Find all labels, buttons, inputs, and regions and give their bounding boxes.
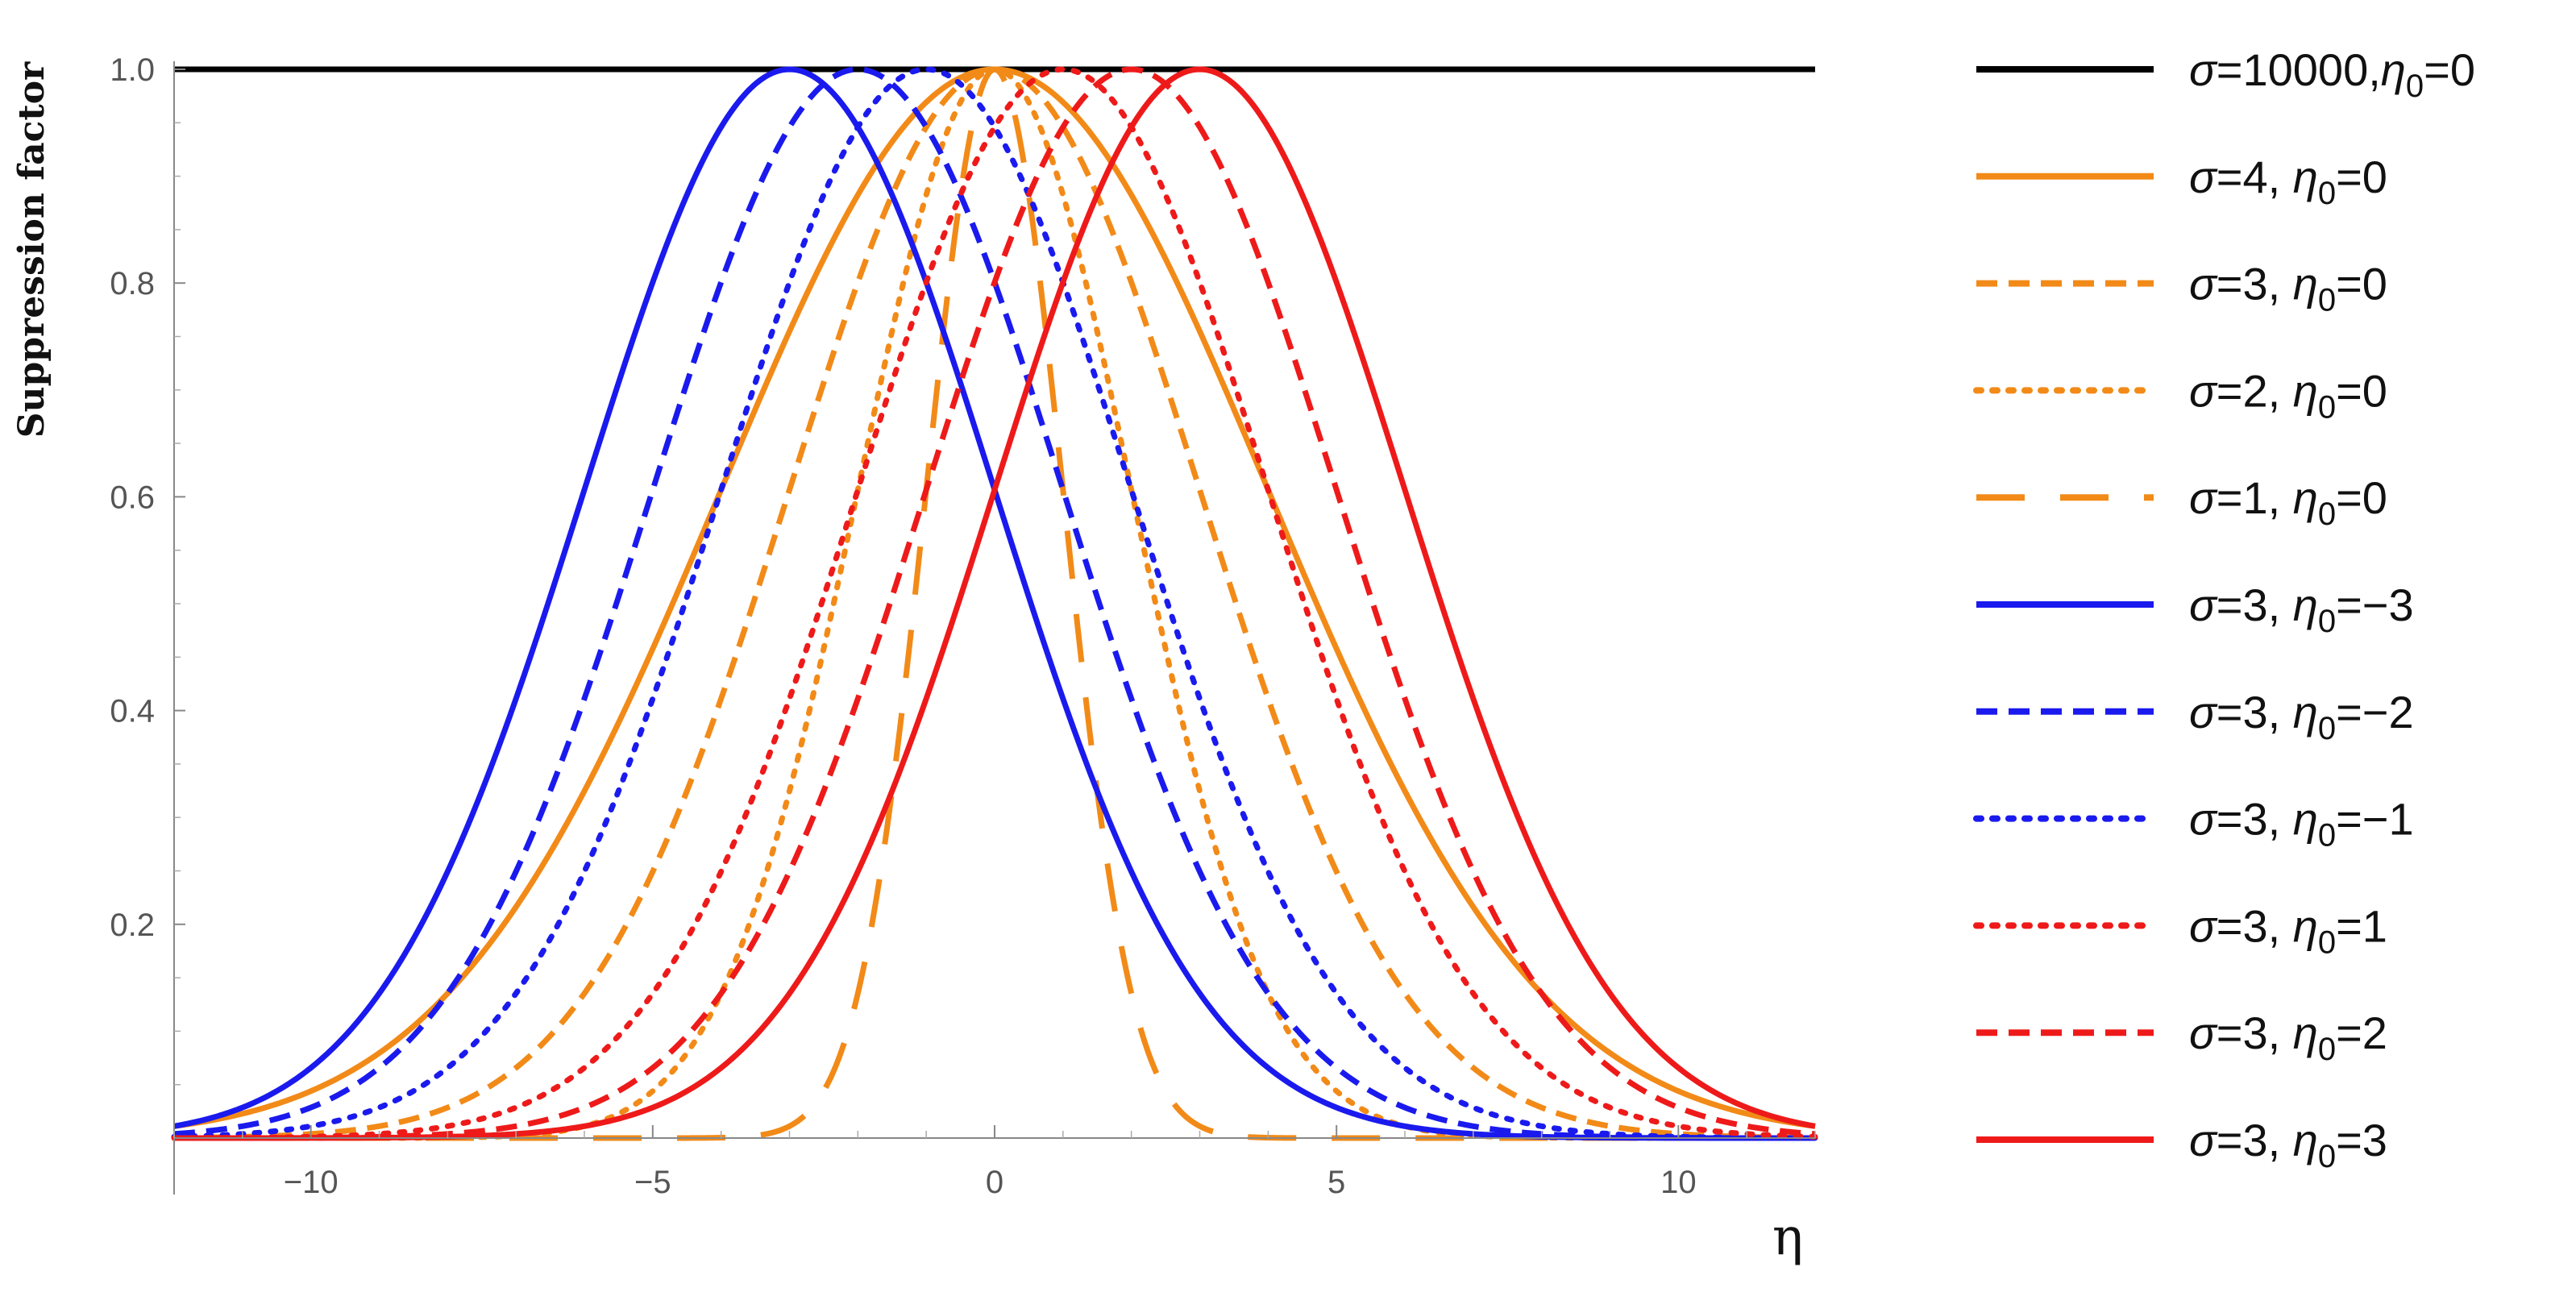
series-line-6 — [173, 66, 1816, 1141]
series-line-8 — [171, 66, 1818, 1141]
legend-label-5: σ=3, η0=−3 — [2189, 580, 2414, 639]
y-tick-label: 1.0 — [110, 52, 155, 88]
curves-layer — [171, 66, 1818, 1141]
series-line-1 — [173, 66, 1816, 1129]
series-line-9 — [173, 66, 1816, 1141]
y-tick-label: 0.2 — [110, 908, 155, 943]
series-line-10 — [173, 66, 1816, 1141]
x-tick-label: 0 — [986, 1165, 1003, 1200]
legend: σ=10000,η0=0 σ=4, η0=0 σ=3, η0=0 σ=2, η0=0 σ… — [1973, 44, 2475, 1174]
legend-label-0: σ=10000,η0=0 — [2189, 44, 2475, 104]
y-tick-label: 0.4 — [110, 694, 155, 729]
y-axis-title: Suppression factor — [11, 61, 52, 438]
legend-label-2: σ=3, η0=0 — [2189, 259, 2387, 318]
series-line-2 — [173, 66, 1816, 1141]
series-line-3 — [171, 66, 1818, 1141]
legend-label-10: σ=3, η0=3 — [2189, 1115, 2387, 1174]
legend-label-9: σ=3, η0=2 — [2189, 1007, 2387, 1067]
legend-label-6: σ=3, η0=−2 — [2189, 687, 2414, 746]
legend-label-1: σ=4, η0=0 — [2189, 152, 2387, 211]
series-line-7 — [171, 66, 1818, 1141]
x-tick-label: −5 — [634, 1165, 671, 1200]
legend-label-4: σ=1, η0=0 — [2189, 472, 2387, 532]
legend-label-3: σ=2, η0=0 — [2189, 365, 2387, 425]
x-tick-label: 5 — [1327, 1165, 1345, 1200]
y-tick-label: 0.6 — [110, 480, 155, 515]
series-line-5 — [173, 66, 1816, 1141]
legend-label-8: σ=3, η0=1 — [2189, 900, 2387, 960]
axes-layer: 0.2 0.4 0.6 0.8 1.0 −10 −5 0 5 10 — [110, 52, 1816, 1200]
x-axis-title: η — [1772, 1207, 1803, 1267]
series-line-4 — [174, 66, 1815, 1141]
x-tick-label: 10 — [1660, 1165, 1697, 1200]
legend-label-7: σ=3, η0=−1 — [2189, 794, 2414, 854]
y-tick-label: 0.8 — [110, 266, 155, 301]
x-tick-label: −10 — [284, 1165, 339, 1200]
